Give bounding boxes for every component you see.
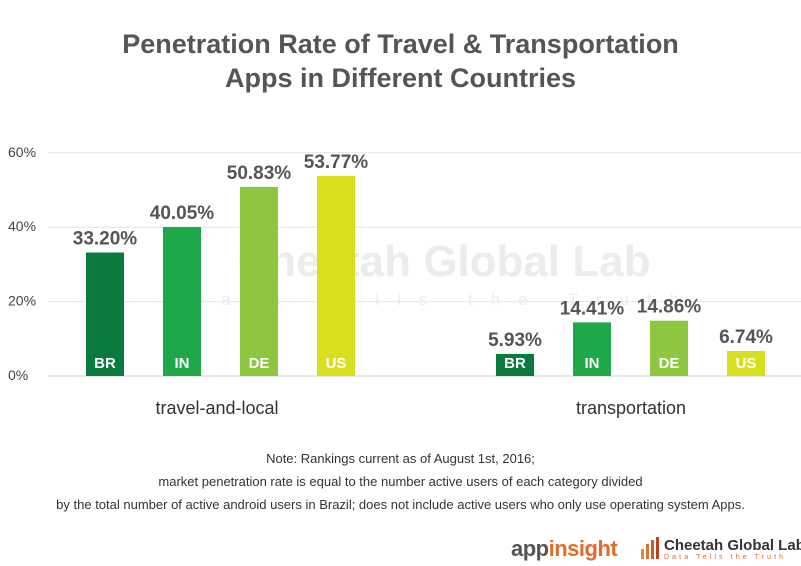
- appinsight-logo-part1: app: [511, 536, 549, 561]
- note-line-3: by the total number of active android us…: [56, 497, 745, 512]
- bar: [240, 186, 278, 376]
- bar-country-label: BR: [94, 355, 116, 372]
- data-label: 33.20%: [73, 228, 138, 249]
- bar-country-label: DE: [659, 355, 680, 372]
- bar-country-label: BR: [504, 355, 526, 372]
- appinsight-logo: appinsight: [511, 536, 618, 562]
- cheetah-logo: Cheetah Global Lab Data Tells the Truth: [640, 537, 801, 566]
- bar-country-label: IN: [175, 355, 190, 372]
- y-tick-label: 0%: [8, 367, 28, 383]
- bar: [86, 252, 124, 376]
- y-tick-label: 60%: [8, 144, 36, 160]
- watermark-text: Cheetah Global Lab: [237, 237, 650, 286]
- data-label: 14.41%: [560, 298, 625, 319]
- data-label: 14.86%: [637, 297, 702, 318]
- note-line-1: Note: Rankings current as of August 1st,…: [266, 451, 535, 466]
- x-group-label: travel-and-local: [155, 398, 278, 418]
- data-label: 53.77%: [304, 152, 369, 173]
- y-tick-label: 40%: [8, 218, 36, 234]
- bar: [496, 353, 534, 376]
- bar: [317, 175, 355, 376]
- bar: [163, 227, 201, 376]
- data-label: 40.05%: [150, 203, 215, 224]
- bar: [650, 320, 688, 376]
- y-tick-label: 20%: [8, 293, 36, 309]
- data-label: 5.93%: [488, 330, 542, 351]
- data-label: 50.83%: [227, 163, 292, 184]
- bar: [573, 322, 611, 376]
- bar-chart: Cheetah Global Lab Data Tells the Truth 60…: [8, 144, 801, 418]
- cheetah-logo-icon: [641, 537, 659, 559]
- bar: [727, 350, 765, 376]
- x-group-label: transportation: [576, 398, 686, 418]
- data-label: 6.74%: [719, 327, 773, 348]
- appinsight-logo-part2: insight: [548, 536, 618, 561]
- bar-country-label: US: [736, 355, 757, 372]
- chart-title-line2: Apps in Different Countries: [224, 63, 576, 93]
- bar-country-label: DE: [249, 355, 270, 372]
- bar-country-label: IN: [585, 355, 600, 372]
- watermark-subtext: Data Tells the Truth: [191, 290, 697, 309]
- cheetah-logo-tagline: Data Tells the Truth: [664, 554, 787, 561]
- bar-country-label: US: [326, 355, 347, 372]
- chart-title-line1: Penetration Rate of Travel & Transportat…: [122, 29, 679, 59]
- note-line-2: market penetration rate is equal to the …: [158, 474, 643, 489]
- cheetah-logo-name: Cheetah Global Lab: [664, 537, 801, 554]
